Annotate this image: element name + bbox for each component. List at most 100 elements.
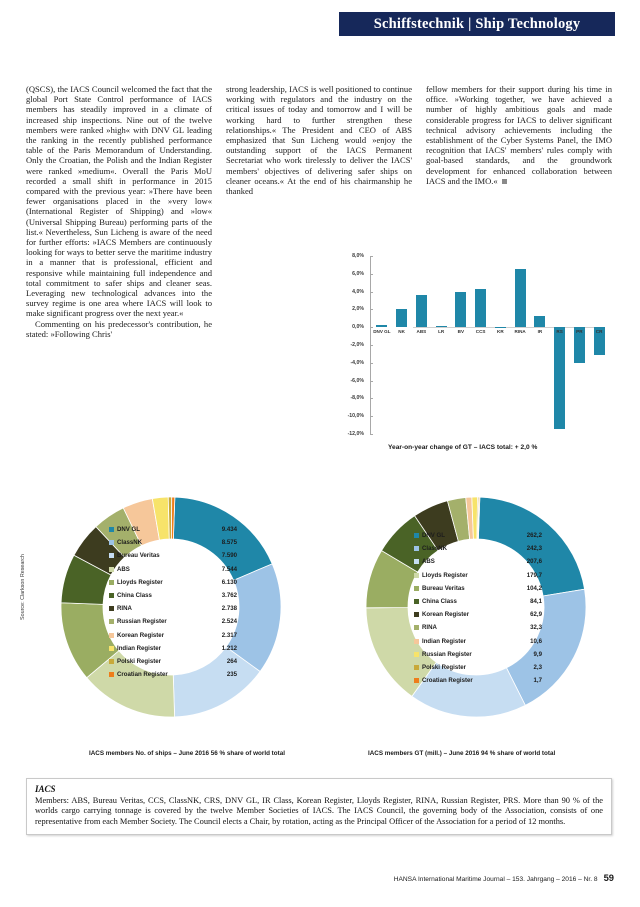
legend-label: Korean Register xyxy=(117,631,165,639)
legend-label: Bureau Veritas xyxy=(117,552,160,560)
y-axis-tick-label: -6,0% xyxy=(350,377,364,384)
text-column-2: strong leadership, IACS is well position… xyxy=(226,84,412,339)
y-axis-tick-label: 6,0% xyxy=(352,270,364,277)
legend-value: 179,7 xyxy=(526,571,542,579)
legend-value: 1.212 xyxy=(221,644,237,652)
bar-chart-category-slot: IR xyxy=(530,256,550,434)
bar xyxy=(376,325,388,328)
legend-value: 2,3 xyxy=(533,663,542,671)
legend-color-swatch xyxy=(109,619,114,625)
legend-item: Indian Register 10,6 xyxy=(414,635,542,648)
legend-label: DNV GL xyxy=(117,526,141,534)
legend-value: 104,2 xyxy=(526,584,542,592)
donut-chart-number-of-ships: DNV GL 9.434 ClassNK 8.575 Bureau Veritas 7.5… xyxy=(58,487,284,733)
y-axis-tick-label: 2,0% xyxy=(352,306,364,313)
legend-item: Lloyds Register 179,7 xyxy=(414,569,542,582)
legend-item: Korean Register 2.317 xyxy=(109,629,237,642)
legend-label: RINA xyxy=(422,624,437,632)
bar-chart-category-slot: LR xyxy=(431,256,451,434)
bar xyxy=(455,291,467,328)
legend-value: 9,9 xyxy=(533,650,542,658)
bar-chart-category-slot: PR xyxy=(570,256,590,434)
bar-chart-yoy-gt-change: 8,0% 6,0% 4,0% 2,0% 0,0% -2,0% -4,0% -6,0% -8,0%… xyxy=(330,252,615,467)
legend-color-swatch xyxy=(414,533,419,539)
legend-value: 235 xyxy=(226,671,237,679)
legend-item: RINA 32,3 xyxy=(414,621,542,634)
bar xyxy=(534,315,546,328)
page-footer: HANSA International Maritime Journal – 1… xyxy=(0,872,614,883)
legend-value: 262,2 xyxy=(526,532,542,540)
y-axis-tick xyxy=(370,398,373,400)
legend-item: DNV GL 262,2 xyxy=(414,529,542,542)
legend-label: Indian Register xyxy=(117,644,162,652)
y-axis-tick-label: -2,0% xyxy=(350,342,364,348)
legend-color-swatch xyxy=(414,546,419,552)
x-axis-category-label: DNV GL xyxy=(373,329,391,335)
caption-gt-chart: IACS members GT (mill.) – June 2016 94 %… xyxy=(368,750,556,757)
y-axis-tick-label: 4,0% xyxy=(352,288,364,295)
text-column-1: (QSCS), the IACS Council welcomed the fa… xyxy=(26,84,212,339)
bar-chart-caption: Year-on-year change of GT – IACS total: … xyxy=(388,444,538,451)
x-axis-category-label: RINA xyxy=(514,329,526,335)
legend-label: ClassNK xyxy=(422,545,448,553)
legend-item: Lloyds Register 6.130 xyxy=(109,576,237,589)
legend-item: Polski Register 2,3 xyxy=(414,661,542,674)
bar-chart-bars: DNV GL NK ABS LR BV CCS KR RINA IR RS PR CR xyxy=(372,256,609,434)
legend-item: DNV GL 9.434 xyxy=(109,523,237,536)
legend-color-swatch xyxy=(109,540,114,546)
legend-color-swatch xyxy=(414,625,419,631)
legend-item: ClassNK 8.575 xyxy=(109,536,237,549)
legend-item: Polski Register 264 xyxy=(109,655,237,668)
bar xyxy=(514,269,526,328)
section-header-title: Schiffstechnik | Ship Technology xyxy=(373,15,581,32)
legend-color-swatch xyxy=(414,638,419,644)
paragraph: Commenting on his predecessor's contribu… xyxy=(26,318,212,339)
legend-item: Russian Register 2.524 xyxy=(109,615,237,628)
caption-ships-chart: IACS members No. of ships – June 2016 56… xyxy=(89,750,285,757)
legend-value: 2.317 xyxy=(221,631,237,639)
bar-chart-zero-line xyxy=(413,327,603,329)
legend-item: ClassNK 242,3 xyxy=(414,542,542,555)
iacs-info-box: IACS Members: ABS, Bureau Veritas, CCS, … xyxy=(26,778,612,836)
legend-value: 32,3 xyxy=(530,624,542,632)
x-axis-category-label: IR xyxy=(537,329,543,335)
bar-chart-plot-area: DNV GL NK ABS LR BV CCS KR RINA IR RS PR CR xyxy=(372,256,609,434)
page-number: 59 xyxy=(603,872,614,883)
legend-item: Croatian Register 1,7 xyxy=(414,674,542,687)
text-column-3: fellow members for their support during … xyxy=(426,84,612,339)
legend-value: 62,9 xyxy=(530,611,542,619)
legend-value: 264 xyxy=(226,657,237,665)
legend-item: Bureau Veritas 7.590 xyxy=(109,549,237,562)
legend-color-swatch xyxy=(414,559,419,565)
donut-chart-gt-svg xyxy=(365,496,587,718)
legend-item: ABS 7.544 xyxy=(109,563,237,576)
legend-color-swatch xyxy=(414,664,419,670)
section-header-banner: Schiffstechnik | Ship Technology xyxy=(339,12,615,36)
legend-color-swatch xyxy=(414,651,419,657)
y-axis-tick xyxy=(370,434,373,435)
x-axis-category-label: KR xyxy=(497,329,504,335)
legend-color-swatch xyxy=(414,585,419,591)
legend-color-swatch xyxy=(109,579,114,585)
y-axis-tick xyxy=(370,416,373,418)
legend-color-swatch xyxy=(109,645,114,651)
bar xyxy=(554,327,566,429)
y-axis-tick-label: -4,0% xyxy=(350,359,364,366)
legend-item: China Class 3.762 xyxy=(109,589,237,602)
legend-label: ClassNK xyxy=(117,539,143,547)
legend-item: Indian Register 1.212 xyxy=(109,642,237,655)
y-axis-tick xyxy=(370,327,373,329)
bar-chart-category-slot: CCS xyxy=(471,256,491,434)
legend-item: Croatian Register 235 xyxy=(109,668,237,681)
bar-chart-category-slot: RINA xyxy=(510,256,530,434)
legend-label: Indian Register xyxy=(422,637,467,645)
legend-color-swatch xyxy=(414,678,419,684)
legend-color-swatch xyxy=(109,632,114,638)
legend-value: 9.434 xyxy=(221,526,237,534)
end-of-article-mark xyxy=(501,179,507,185)
donut-segment xyxy=(171,496,176,540)
legend-label: Croatian Register xyxy=(422,677,473,685)
legend-label: ABS xyxy=(422,558,435,566)
paragraph: strong leadership, IACS is well position… xyxy=(226,84,412,197)
